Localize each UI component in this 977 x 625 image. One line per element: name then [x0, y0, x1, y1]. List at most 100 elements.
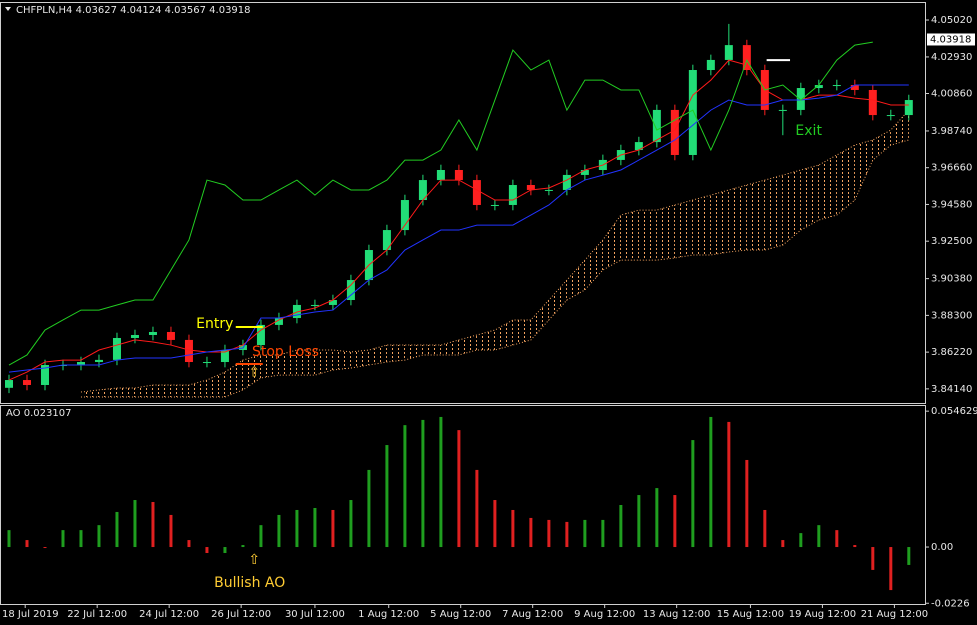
ao-panel-frame: [0, 405, 926, 605]
y-tick-label: 3.94580: [931, 199, 972, 210]
x-tick-label: 21 Aug 12:00: [861, 609, 928, 620]
cloud-segment: [314, 350, 333, 376]
cloud-segment: [296, 350, 315, 376]
ao-bar: [439, 416, 443, 548]
ao-bar: [547, 519, 551, 548]
candle-body: [886, 115, 895, 117]
main-panel-frame: [0, 2, 926, 404]
candle-body: [292, 304, 301, 319]
cloud-segment: [656, 204, 675, 261]
cloud-segment: [458, 334, 477, 355]
cloud-segment: [476, 330, 495, 351]
candle-body: [472, 180, 481, 205]
ao-bar: [97, 525, 101, 548]
ao-bar: [367, 469, 371, 548]
candle-body: [562, 174, 571, 190]
candle-body: [130, 334, 139, 338]
ao-bar: [745, 459, 749, 548]
annotation: ⇧: [248, 364, 260, 380]
ao-bar: [25, 540, 29, 548]
ao-bar: [169, 514, 173, 548]
ao-bar: [223, 547, 227, 554]
ao-bar: [61, 530, 65, 548]
ao-bar: [259, 525, 263, 548]
ao-bar: [205, 547, 209, 554]
y-tick-label: 4.02930: [931, 52, 972, 63]
cloud-segment: [674, 200, 693, 258]
cloud-segment: [602, 215, 621, 270]
ao-bar: [187, 540, 191, 548]
candle-body: [148, 331, 157, 335]
ao-bar: [115, 511, 119, 548]
ao-bar: [403, 425, 407, 548]
cloud-segment: [152, 384, 171, 397]
ao-bar: [889, 547, 893, 591]
indicator-header: AO 0.023107: [6, 408, 71, 419]
annotation: Stop Loss: [252, 344, 319, 360]
cloud-segment: [638, 210, 657, 261]
y-tick-label: 3.92500: [931, 236, 972, 247]
ao-bar: [385, 445, 389, 548]
y-tick-label: 3.90380: [931, 274, 972, 285]
cloud-segment: [386, 345, 405, 363]
y-tick-label: 0.00: [931, 542, 953, 553]
candle-body: [112, 337, 121, 360]
x-tick-label: 30 Jul 12:00: [285, 609, 345, 620]
cloud-segment: [188, 380, 207, 397]
x-tick-label: 5 Aug 12:00: [430, 609, 491, 620]
cloud-segment: [692, 195, 711, 255]
x-tick-label: 9 Aug 12:00: [574, 609, 635, 620]
cloud-segment: [728, 185, 747, 252]
candle-body: [706, 59, 715, 71]
x-tick-label: 24 Jul 12:00: [139, 609, 199, 620]
cloud-segment: [872, 130, 891, 161]
cloud-edge: [80, 109, 910, 393]
cloud-segment: [836, 145, 855, 216]
cloud-segment: [404, 345, 423, 361]
annotation: Bullish AO: [214, 575, 285, 591]
ao-bar: [511, 509, 515, 548]
candle-body: [490, 204, 499, 206]
candle-body: [220, 350, 229, 363]
cloud-segment: [170, 384, 189, 397]
cloud-segment: [350, 350, 369, 369]
cloud-segment: [512, 319, 531, 346]
cloud-segment: [368, 345, 387, 366]
candle-body: [382, 230, 391, 251]
ao-bar: [241, 545, 245, 548]
candle-body: [670, 109, 679, 155]
candle-body: [94, 359, 103, 363]
cloud-segment: [134, 384, 153, 397]
ao-bar: [475, 469, 479, 548]
candle-body: [400, 200, 409, 231]
candle-body: [256, 324, 265, 346]
cloud-segment: [260, 354, 279, 378]
candle-body: [796, 88, 805, 110]
price-tag: [927, 33, 975, 46]
ao-bar: [619, 505, 623, 548]
cloud-segment: [800, 165, 819, 231]
ao-bar: [43, 547, 47, 549]
ao-bar: [349, 500, 353, 548]
candle-body: [184, 339, 193, 363]
candle-body: [634, 142, 643, 151]
ao-bar: [727, 421, 731, 548]
candle-body: [688, 70, 697, 155]
candle-body: [274, 318, 283, 325]
cloud-segment: [224, 360, 243, 397]
ao-bar: [583, 519, 587, 548]
x-tick-label: 18 Jul 2019: [2, 609, 59, 620]
cloud-segment: [710, 189, 729, 255]
candle-body: [166, 331, 175, 340]
x-tick-label: 19 Aug 12:00: [789, 609, 856, 620]
ao-bar: [133, 500, 137, 548]
ao-bar: [835, 530, 839, 548]
x-tick-label: 1 Aug 12:00: [358, 609, 419, 620]
candle-body: [328, 300, 337, 305]
cloud-segment: [440, 339, 459, 355]
menu-arrow[interactable]: [5, 7, 11, 11]
indicator-line: [8, 84, 909, 373]
